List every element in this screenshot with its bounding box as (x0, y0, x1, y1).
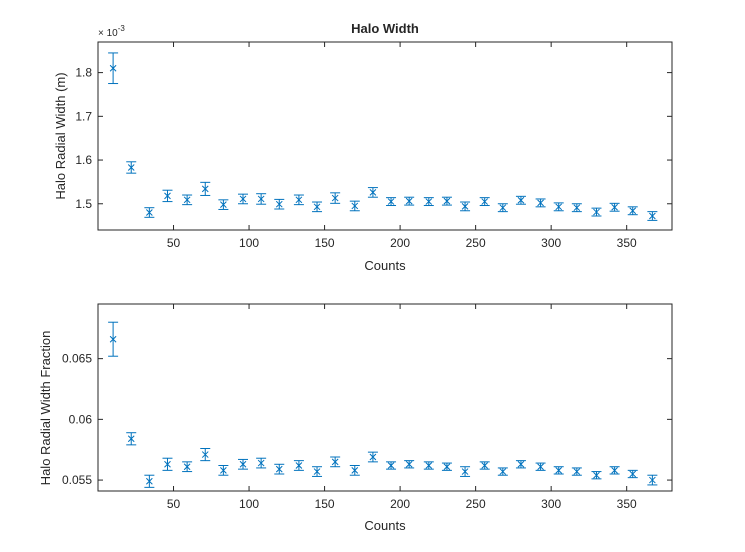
data-point (425, 198, 433, 205)
x-tick-label: 300 (541, 236, 561, 250)
data-point (611, 203, 618, 211)
data-point (275, 465, 283, 473)
data-point (313, 203, 321, 211)
data-point (201, 451, 209, 458)
exponent-label: × 10-3 (98, 24, 125, 39)
data-point (239, 460, 247, 468)
bottom-axes-marks (108, 321, 658, 488)
data-point (649, 476, 656, 484)
y-tick-label: 0.055 (62, 473, 92, 487)
data-point (275, 200, 283, 208)
x-tick-label: 100 (239, 497, 259, 511)
data-point (220, 467, 227, 474)
data-point (629, 207, 637, 215)
x-tick-label: 350 (617, 497, 637, 511)
data-point (387, 462, 395, 469)
bottom-axes-ticks: 50 100 150 200 250 300 350 0.055 0.06 0.065 (62, 304, 672, 511)
data-point (555, 203, 563, 211)
y-tick-label: 1.8 (75, 66, 92, 80)
data-point (611, 467, 618, 474)
y-tick-label: 1.5 (75, 197, 92, 211)
data-point (295, 196, 303, 204)
data-point (313, 468, 321, 475)
exponent-power: -3 (118, 24, 126, 33)
data-point (183, 196, 191, 204)
data-point (649, 212, 656, 220)
data-point (573, 468, 581, 475)
y-tick-label: 0.065 (62, 352, 92, 366)
chart-title: Halo Width (351, 21, 419, 36)
bottom-x-axis-label: Counts (364, 518, 406, 533)
bottom-axes-box (97, 303, 673, 492)
data-point (443, 463, 451, 471)
data-point (537, 199, 544, 207)
data-point (239, 195, 247, 203)
top-axes-marks (108, 52, 658, 221)
data-point (555, 467, 563, 474)
x-tick-label: 300 (541, 497, 561, 511)
top-x-axis-label: Counts (364, 258, 406, 273)
top-axes: Halo Width × 10-3 50 100 150 200 250 300 350 1.… (53, 21, 673, 273)
data-point (369, 189, 377, 196)
x-tick-label: 200 (390, 236, 410, 250)
data-point (146, 209, 153, 216)
data-point (146, 477, 153, 485)
data-point (295, 462, 303, 469)
data-point (183, 463, 191, 471)
data-point (443, 197, 451, 205)
data-point (257, 459, 265, 467)
data-point (573, 204, 581, 212)
data-point (369, 453, 377, 461)
x-tick-label: 200 (390, 497, 410, 511)
exponent-base: × 10 (98, 28, 118, 39)
data-point (481, 198, 489, 205)
data-point (164, 192, 171, 200)
data-point (220, 201, 227, 208)
data-point (499, 468, 507, 475)
data-point (405, 197, 413, 205)
data-point (517, 196, 525, 204)
top-axes-box (97, 41, 673, 231)
data-point (405, 460, 413, 468)
top-y-axis-label: Halo Radial Width (m) (53, 72, 68, 199)
data-point (593, 208, 600, 216)
data-point (127, 164, 135, 171)
bottom-axes: 50 100 150 200 250 300 350 0.055 0.06 0.065 Count… (38, 303, 673, 533)
y-tick-label: 0.06 (69, 412, 93, 426)
data-point (331, 458, 339, 466)
x-tick-label: 250 (466, 497, 486, 511)
data-point (537, 463, 544, 471)
x-tick-label: 50 (167, 497, 181, 511)
data-point (127, 435, 135, 443)
data-point (387, 198, 395, 205)
data-point (425, 462, 433, 469)
x-tick-label: 150 (315, 497, 335, 511)
data-point (257, 195, 265, 203)
data-point (629, 470, 637, 478)
data-point (499, 204, 507, 212)
data-point (331, 194, 339, 202)
data-point (351, 467, 359, 474)
x-tick-label: 50 (167, 236, 181, 250)
bottom-y-axis-label: Halo Radial Width Fraction (38, 331, 53, 486)
data-point (481, 462, 489, 469)
data-point (461, 203, 469, 210)
data-point (351, 202, 359, 210)
data-point (164, 460, 171, 468)
data-point (109, 64, 117, 72)
x-tick-label: 100 (239, 236, 259, 250)
x-tick-label: 150 (315, 236, 335, 250)
x-tick-label: 250 (466, 236, 486, 250)
x-tick-label: 350 (617, 236, 637, 250)
y-tick-label: 1.7 (75, 109, 92, 123)
top-axes-ticks: 50 100 150 200 250 300 350 1.5 1.6 1.7 1.8 (75, 42, 672, 250)
data-point (109, 335, 117, 343)
data-point (593, 471, 600, 479)
data-point (201, 185, 209, 193)
data-point (461, 468, 469, 475)
data-point (517, 460, 525, 468)
y-tick-label: 1.6 (75, 153, 92, 167)
